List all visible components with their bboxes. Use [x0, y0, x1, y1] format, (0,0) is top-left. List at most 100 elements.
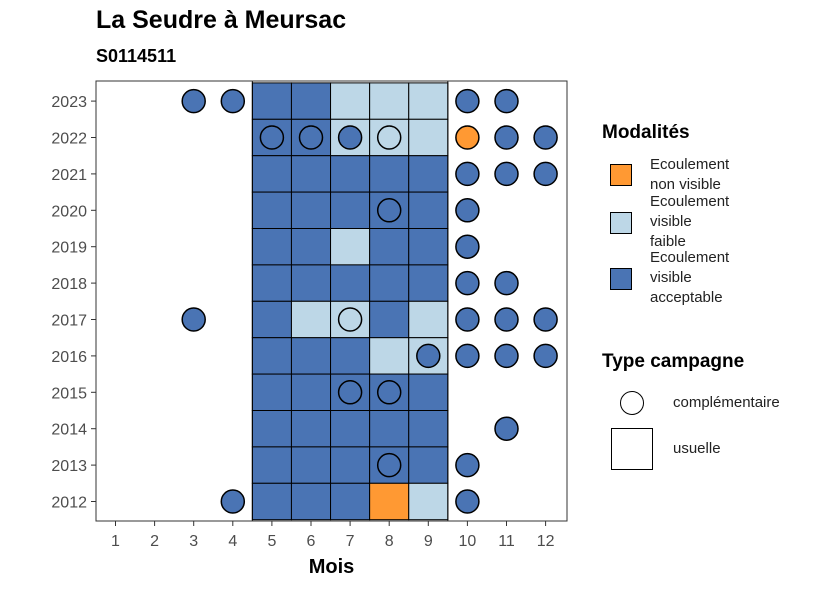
point-2017-m7 — [337, 307, 363, 332]
point-2022-m12 — [533, 125, 558, 150]
legend-label-faible: Ecoulement visible faible — [650, 193, 730, 250]
point-2020-m8 — [376, 198, 402, 223]
cell-2016-m6 — [290, 337, 332, 375]
cell-2018-m9 — [408, 264, 449, 302]
cell-2023-m8 — [369, 82, 410, 120]
point-2017-m11 — [494, 307, 519, 332]
cell-2013-m9 — [408, 446, 449, 484]
plot-panel-border — [95, 80, 568, 522]
legend-key-faible — [610, 212, 632, 234]
cell-2017-m7 — [330, 300, 371, 339]
cell-2023-m6 — [290, 82, 332, 120]
cell-2014-m7 — [330, 410, 371, 448]
y-tick-label: 2015 — [51, 385, 87, 402]
cell-2021-m9 — [408, 155, 449, 193]
cell-2017-m9 — [408, 300, 449, 339]
cell-2019-m8 — [369, 228, 410, 266]
x-tick-label: 11 — [498, 533, 515, 550]
cell-2023-m7 — [330, 82, 371, 120]
legend-modalites-title: Modalités — [602, 122, 690, 143]
cell-2020-m6 — [290, 191, 332, 230]
cell-2017-m6 — [290, 300, 332, 339]
cell-2012-m8 — [369, 482, 410, 521]
y-tick-label: 2022 — [51, 131, 87, 148]
legend-type-title: Type campagne — [602, 351, 745, 372]
cell-2022-m8 — [369, 118, 410, 157]
point-2022-m5 — [259, 125, 285, 150]
cell-2014-m6 — [290, 410, 332, 448]
x-tick-label: 12 — [537, 533, 555, 550]
cell-2016-m5 — [251, 337, 292, 375]
x-tick-label: 5 — [267, 533, 276, 550]
y-axis-ticks: 2012 2013 2014 2015 2016 2017 2018 2019 2020 2021… — [51, 94, 96, 512]
y-tick-label: 2023 — [51, 94, 87, 111]
point-2012-m4 — [220, 489, 246, 514]
point-2015-m8 — [376, 380, 402, 405]
cell-2015-m6 — [290, 373, 332, 412]
point-2021-m11 — [494, 161, 519, 187]
point-2013-m8 — [376, 452, 402, 478]
cell-2016-m8 — [369, 337, 410, 375]
legend-label-complementaire: complémentaire — [673, 394, 780, 411]
point-2021-m12 — [533, 161, 558, 187]
cell-2017-m5 — [251, 300, 292, 339]
legend-label-acceptable: Ecoulement visible acceptable — [650, 249, 730, 306]
cell-2012-m7 — [330, 482, 371, 521]
cell-2014-m5 — [251, 410, 292, 448]
point-2012-m10 — [455, 489, 480, 514]
cell-2015-m5 — [251, 373, 292, 412]
chart-title: La Seudre à Meursac — [96, 6, 347, 34]
cell-2020-m5 — [251, 191, 292, 230]
cell-2021-m5 — [251, 155, 292, 193]
x-tick-label: 4 — [228, 533, 237, 550]
cell-2019-m9 — [408, 228, 449, 266]
y-tick-label: 2020 — [51, 203, 87, 220]
point-2019-m10 — [455, 234, 480, 259]
cell-2014-m8 — [369, 410, 410, 448]
point-2021-m10 — [455, 161, 480, 187]
legend-key-non-visible — [610, 164, 632, 186]
point-2016-m9 — [416, 343, 441, 369]
complementary-campaign-points — [181, 88, 558, 514]
point-2023-m3 — [181, 88, 206, 114]
y-tick-label: 2016 — [51, 349, 87, 366]
legend-label-non-visible: Ecoulement non visible — [650, 156, 730, 193]
cell-2018-m5 — [251, 264, 292, 302]
cell-2021-m8 — [369, 155, 410, 193]
x-tick-label: 2 — [150, 533, 159, 550]
point-2022-m7 — [337, 125, 363, 150]
x-axis-ticks: 1 2 3 4 5 6 7 8 9 10 11 12 — [111, 521, 555, 550]
point-2016-m10 — [455, 343, 480, 369]
y-tick-label: 2021 — [51, 167, 87, 184]
point-2022-m8 — [376, 125, 402, 150]
cell-2012-m9 — [408, 482, 449, 521]
y-tick-label: 2014 — [51, 422, 87, 439]
point-2015-m7 — [337, 380, 363, 405]
point-2013-m10 — [455, 452, 480, 478]
point-2016-m11 — [494, 343, 519, 369]
point-2022-m6 — [298, 125, 324, 150]
point-2017-m3 — [181, 307, 206, 332]
cell-2019-m6 — [290, 228, 332, 266]
point-2017-m10 — [455, 307, 480, 332]
point-2023-m11 — [494, 88, 519, 114]
y-tick-label: 2017 — [51, 313, 87, 330]
legend-key-acceptable — [610, 268, 632, 290]
point-2018-m11 — [494, 270, 519, 296]
cell-2020-m7 — [330, 191, 371, 230]
cell-2022-m9 — [408, 118, 449, 157]
x-axis-label: Mois — [309, 556, 355, 578]
legend-key-complementaire — [620, 391, 644, 415]
y-tick-label: 2018 — [51, 276, 87, 293]
x-tick-label: 8 — [385, 533, 394, 550]
point-2014-m11 — [494, 416, 519, 441]
x-tick-label: 3 — [189, 533, 198, 550]
x-tick-label: 7 — [346, 533, 355, 550]
cell-2013-m5 — [251, 446, 292, 484]
chart-subtitle: S0114511 — [96, 46, 177, 66]
point-2022-m11 — [494, 125, 519, 150]
cell-2021-m7 — [330, 155, 371, 193]
x-tick-label: 6 — [307, 533, 316, 550]
cell-2019-m5 — [251, 228, 292, 266]
